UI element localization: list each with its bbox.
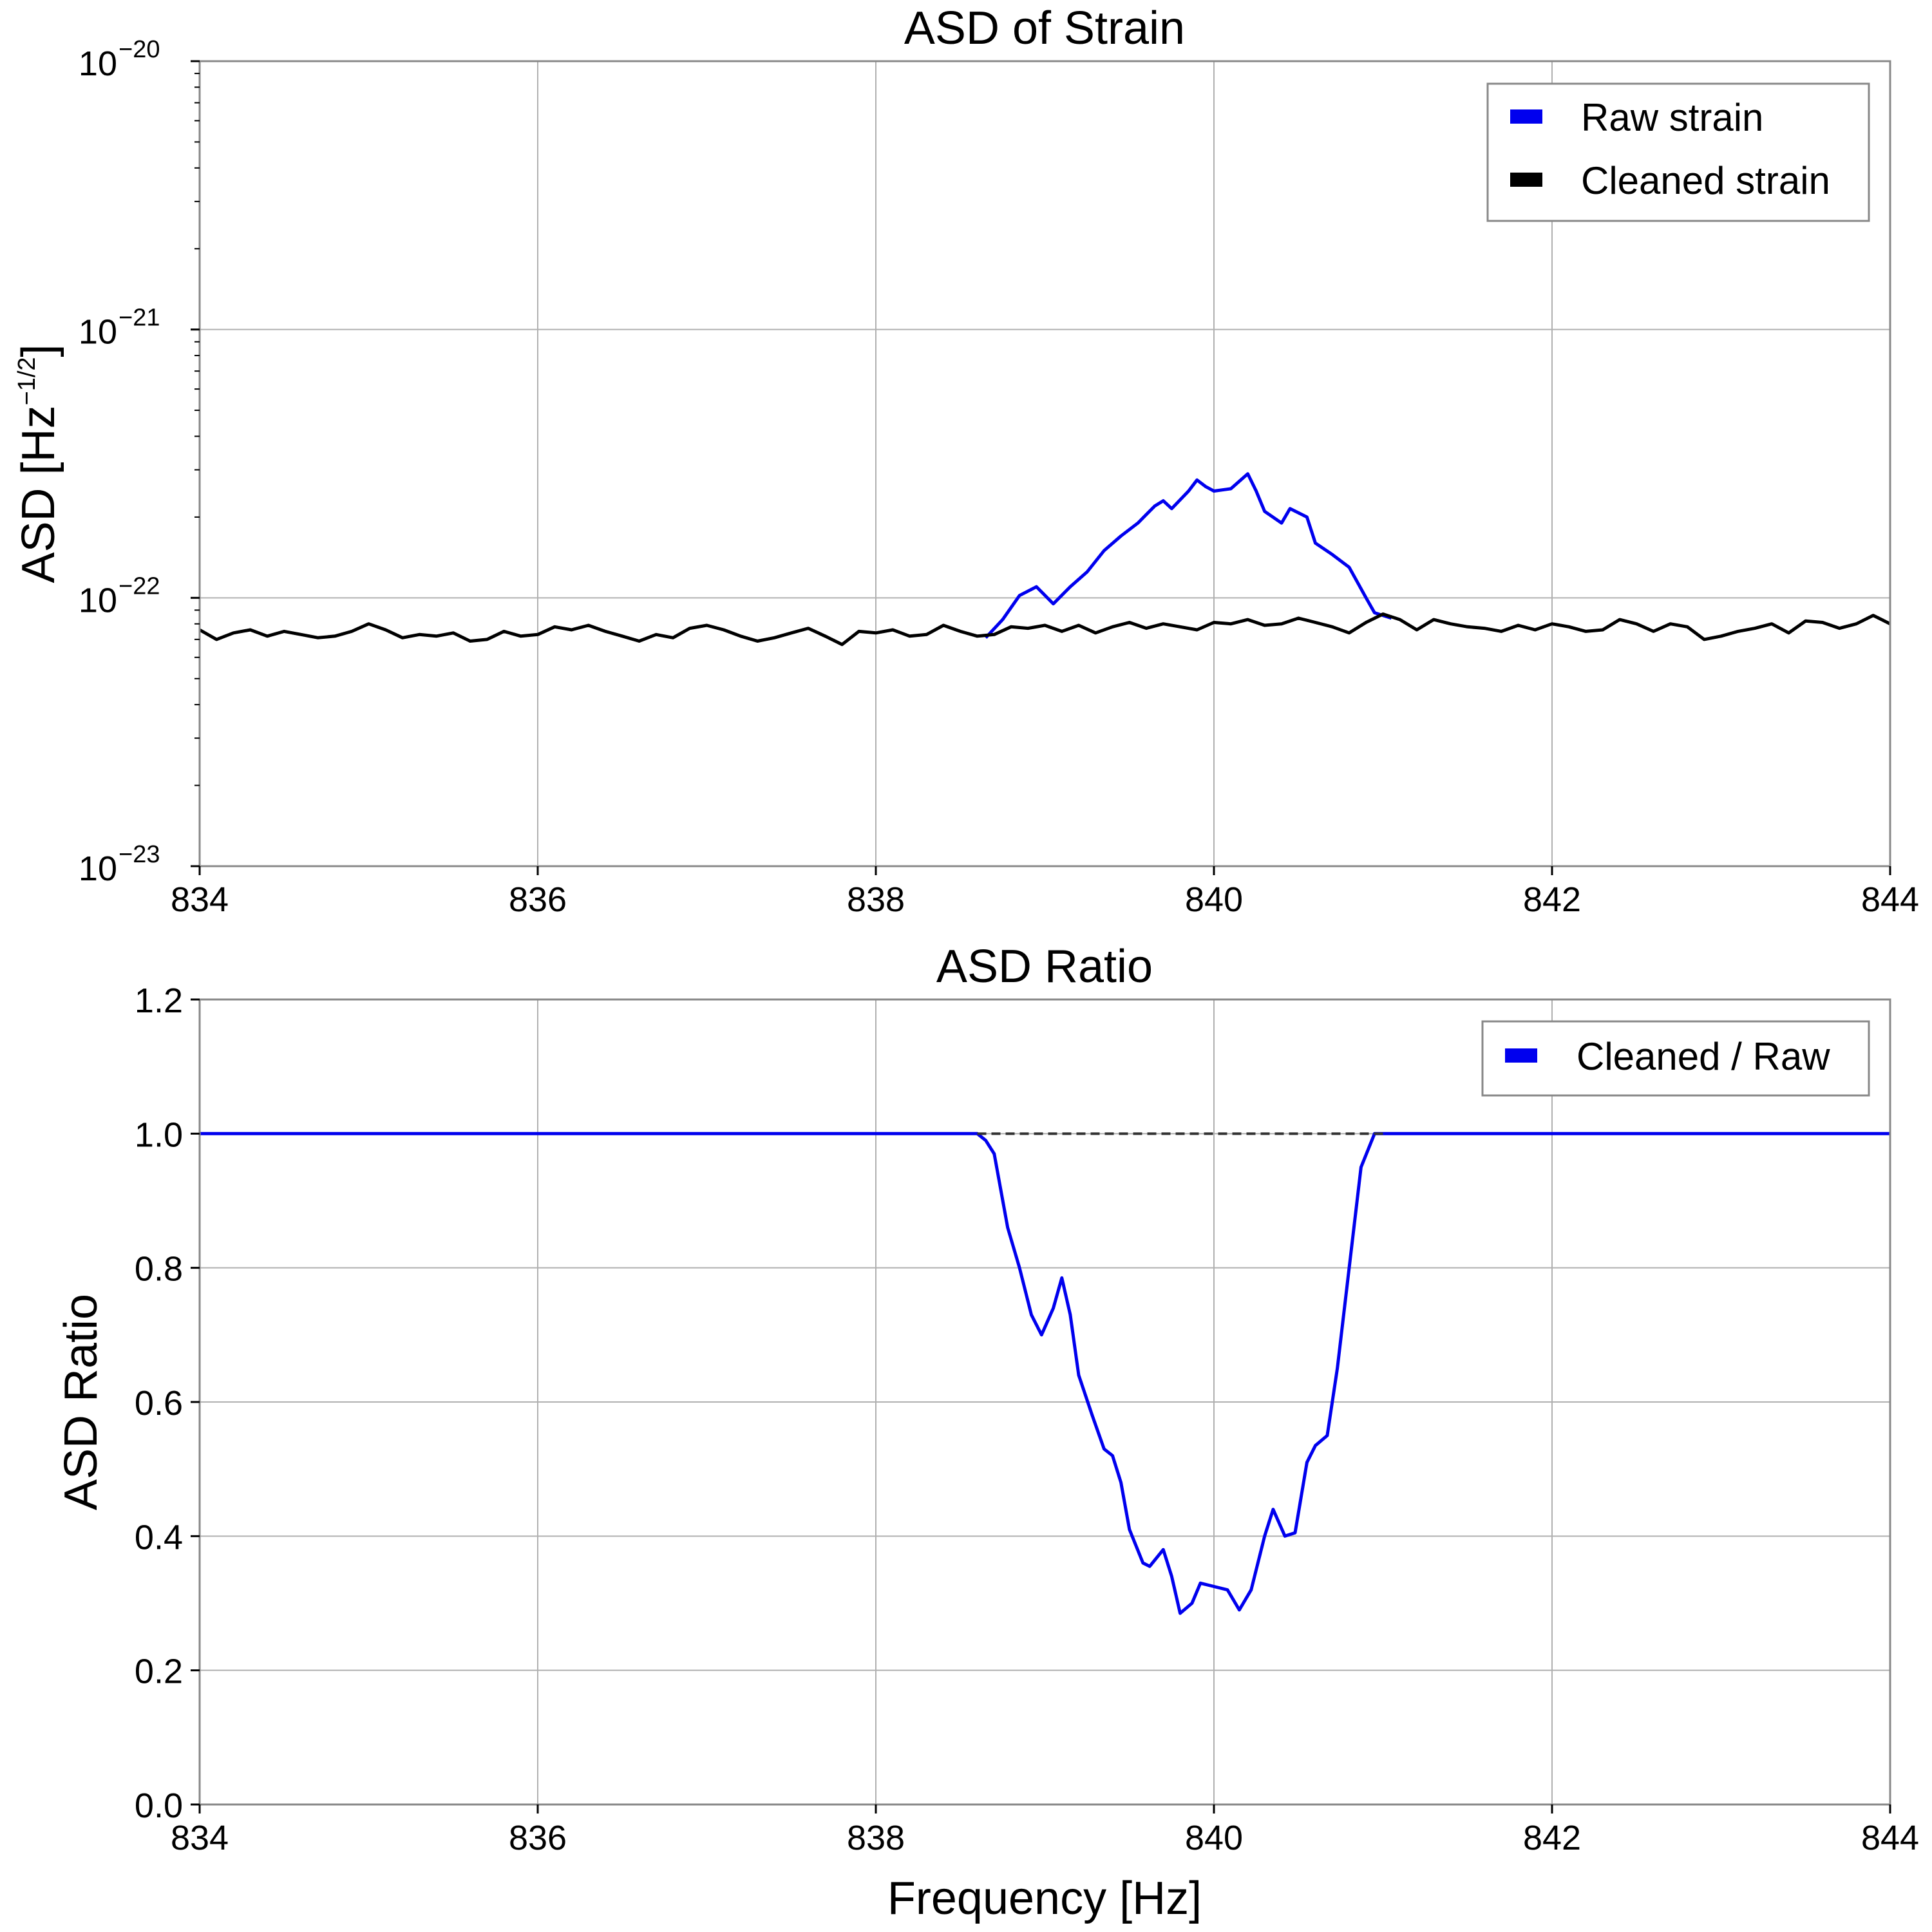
top-legend: Raw strain Cleaned strain [1486, 82, 1870, 222]
bottom-grid [199, 999, 1891, 1805]
legend-swatch-cleaned-over-raw [1505, 1048, 1537, 1063]
bottom-y-tick-label: 0.8 [135, 1250, 183, 1289]
top-x-tick-label: 840 [1185, 880, 1243, 919]
series-line-cleaned-strain [198, 612, 1891, 647]
top-series-lines [198, 472, 1891, 647]
bottom-y-tick-label: 0.6 [135, 1384, 183, 1423]
legend-label-cleaned-strain: Cleaned strain [1581, 159, 1830, 202]
series-line-raw-strain [984, 472, 1392, 639]
bottom-x-tick-label: 844 [1861, 1819, 1919, 1857]
top-y-tick-label: 10 [79, 849, 117, 888]
top-legend-box [1486, 82, 1870, 222]
top-x-tick-label: 834 [171, 880, 229, 919]
top-y-tick-exponent: −21 [118, 305, 160, 332]
top-x-tick-label: 842 [1523, 880, 1581, 919]
bottom-y-tick-label: 0.0 [135, 1786, 183, 1825]
top-y-tick-label: 10 [79, 581, 117, 620]
series-line-cleaned-over-raw [200, 1132, 1890, 1615]
legend-label-raw-strain: Raw strain [1581, 96, 1763, 139]
bottom-y-tick-label: 0.4 [135, 1518, 183, 1557]
bottom-x-axis-label: Frequency [Hz] [887, 1873, 1202, 1924]
bottom-x-tick-label: 834 [171, 1819, 229, 1857]
bottom-x-tick-label: 836 [509, 1819, 567, 1857]
top-y-tick-exponent: −22 [118, 573, 160, 600]
bottom-y-tick-label: 1.0 [135, 1115, 183, 1154]
top-title: ASD of Strain [904, 3, 1185, 54]
top-y-tick-exponent: −23 [118, 841, 160, 868]
bottom-x-tick-label: 840 [1185, 1819, 1243, 1857]
top-y-tick-label: 10 [79, 44, 117, 83]
legend-label-cleaned-over-raw: Cleaned / Raw [1577, 1035, 1830, 1078]
top-y-tick-exponent: −20 [118, 36, 160, 63]
top-y-axis-label: ASD [Hz−1/2] [13, 344, 64, 583]
top-x-tick-label: 838 [847, 880, 905, 919]
top-axes-frame [198, 60, 1891, 867]
bottom-x-tick-label: 838 [847, 1819, 905, 1857]
asd-ratio-panel: 834 836 838 840 842 8440.00.20.40.60.81.01.2 … [55, 941, 1919, 1924]
bottom-x-tick-label: 842 [1523, 1819, 1581, 1857]
top-x-tick-label: 844 [1861, 880, 1919, 919]
bottom-series-lines [200, 1132, 1890, 1615]
top-y-tick-label: 10 [79, 313, 117, 352]
legend-swatch-raw-strain [1510, 109, 1542, 124]
bottom-y-tick-label: 1.2 [135, 981, 183, 1020]
bottom-legend: Cleaned / Raw [1481, 1020, 1870, 1097]
top-x-tick-label: 836 [509, 880, 567, 919]
legend-swatch-cleaned-strain [1510, 173, 1542, 187]
bottom-y-tick-label: 0.2 [135, 1653, 183, 1691]
bottom-legend-box [1481, 1020, 1870, 1097]
bottom-ticks: 834 836 838 840 842 844 0.0 0.2 0.4 0.6 0.8 1.0 1.2 [135, 981, 1919, 1857]
bottom-title: ASD Ratio [936, 941, 1153, 992]
bottom-y-axis-label: ASD Ratio [55, 1294, 107, 1510]
